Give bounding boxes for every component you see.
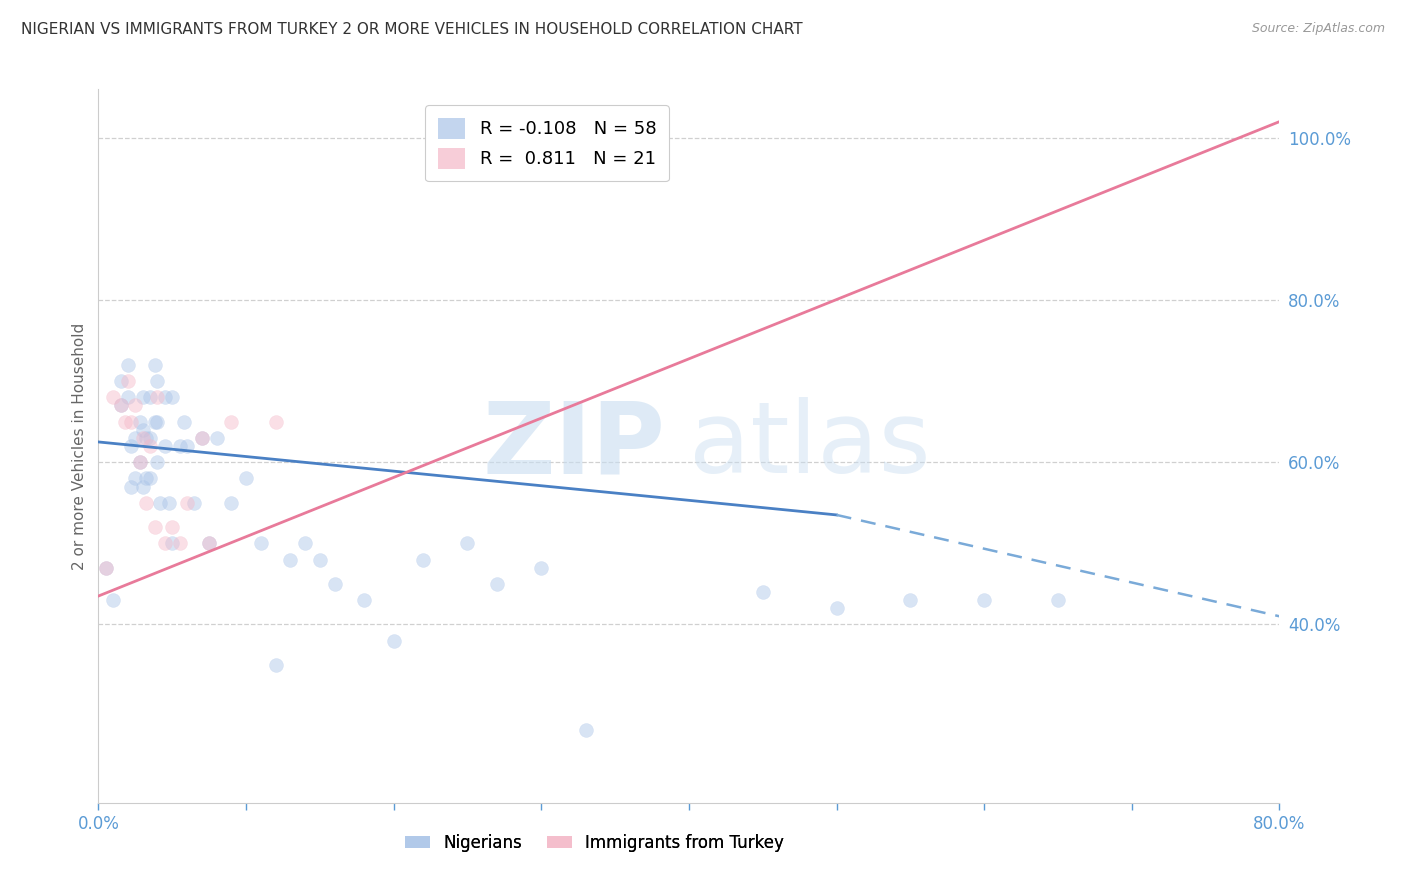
Point [221, 415, 243, 429]
Point [146, 374, 169, 388]
Point [132, 479, 155, 493]
Point [575, 723, 598, 737]
Point [264, 657, 287, 672]
Point [146, 415, 169, 429]
Point [110, 399, 132, 413]
Point [825, 601, 848, 615]
Point [128, 415, 150, 429]
Point [117, 374, 139, 388]
Point [752, 585, 775, 599]
Point [1046, 593, 1070, 607]
Point [135, 496, 157, 510]
Point [120, 479, 142, 493]
Point [139, 390, 162, 404]
Point [157, 496, 180, 510]
Point [191, 431, 214, 445]
Point [176, 439, 198, 453]
Point [143, 358, 166, 372]
Point [900, 593, 922, 607]
Point [146, 455, 169, 469]
Point [94, 560, 117, 574]
Point [323, 577, 346, 591]
Text: NIGERIAN VS IMMIGRANTS FROM TURKEY 2 OR MORE VEHICLES IN HOUSEHOLD CORRELATION C: NIGERIAN VS IMMIGRANTS FROM TURKEY 2 OR … [21, 22, 803, 37]
Point [294, 536, 316, 550]
Point [124, 471, 146, 485]
Point [135, 431, 157, 445]
Point [176, 496, 198, 510]
Point [191, 431, 214, 445]
Point [103, 390, 125, 404]
Point [382, 633, 405, 648]
Point [264, 415, 287, 429]
Point [139, 471, 162, 485]
Y-axis label: 2 or more Vehicles in Household: 2 or more Vehicles in Household [72, 322, 87, 570]
Point [198, 536, 221, 550]
Point [120, 415, 142, 429]
Point [153, 439, 176, 453]
Point [486, 577, 509, 591]
Point [309, 552, 332, 566]
Point [139, 431, 162, 445]
Point [153, 536, 176, 550]
Point [114, 415, 136, 429]
Point [103, 593, 125, 607]
Point [173, 415, 195, 429]
Point [117, 358, 139, 372]
Point [132, 390, 155, 404]
Point [198, 536, 221, 550]
Point [132, 423, 155, 437]
Point [143, 415, 166, 429]
Legend: Nigerians, Immigrants from Turkey: Nigerians, Immigrants from Turkey [398, 828, 790, 859]
Text: ZIP: ZIP [482, 398, 665, 494]
Point [162, 390, 183, 404]
Point [235, 471, 257, 485]
Point [128, 455, 150, 469]
Point [183, 496, 205, 510]
Point [153, 390, 176, 404]
Text: atlas: atlas [689, 398, 931, 494]
Point [353, 593, 375, 607]
Point [110, 399, 132, 413]
Point [128, 455, 150, 469]
Point [457, 536, 479, 550]
Point [139, 439, 162, 453]
Point [162, 520, 183, 534]
Point [94, 560, 117, 574]
Point [973, 593, 995, 607]
Point [412, 552, 434, 566]
Point [124, 431, 146, 445]
Point [162, 536, 183, 550]
Point [530, 560, 553, 574]
Point [280, 552, 302, 566]
Point [132, 431, 155, 445]
Text: Source: ZipAtlas.com: Source: ZipAtlas.com [1251, 22, 1385, 36]
Point [169, 439, 191, 453]
Point [205, 431, 228, 445]
Point [143, 520, 166, 534]
Point [124, 399, 146, 413]
Point [169, 536, 191, 550]
Point [146, 390, 169, 404]
Point [250, 536, 273, 550]
Point [110, 374, 132, 388]
Point [120, 439, 142, 453]
Point [149, 496, 172, 510]
Point [135, 471, 157, 485]
Point [221, 496, 243, 510]
Point [117, 390, 139, 404]
